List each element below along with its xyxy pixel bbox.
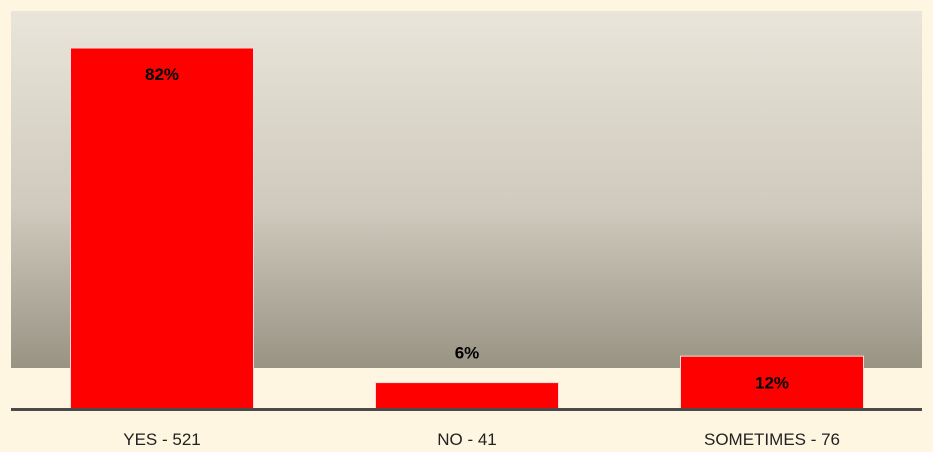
category-label-1: YES - 521 [123, 430, 201, 449]
data-label-2: 6% [455, 344, 480, 363]
bar-3 [680, 355, 864, 410]
bar-2 [375, 382, 559, 410]
category-label-2: NO - 41 [437, 430, 497, 449]
bar-1 [70, 47, 254, 410]
bars-group: 82% 6% 12% [70, 47, 864, 410]
category-labels: YES - 521 NO - 41 SOMETIMES - 76 [123, 430, 840, 449]
data-label-1: 82% [145, 65, 179, 84]
data-label-3: 12% [755, 374, 789, 393]
category-label-3: SOMETIMES - 76 [704, 430, 840, 449]
